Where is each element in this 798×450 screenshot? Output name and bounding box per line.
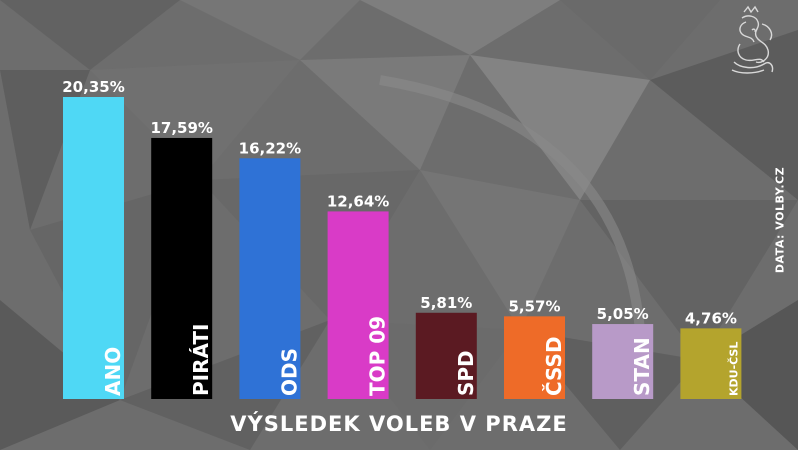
bar-stan <box>592 324 654 399</box>
value-label-ods: 16,22% <box>239 139 301 157</box>
category-label-kdu-csl: KDU-ČSL <box>727 342 740 396</box>
chart-title: VÝSLEDEK VOLEB V PRAZE <box>230 412 568 436</box>
bar-kdu-csl <box>680 328 742 399</box>
category-label-spd: SPD <box>454 350 478 396</box>
category-label-pirati: PIRÁTI <box>189 323 213 396</box>
bar-top-09 <box>327 211 389 399</box>
category-label-stan: STAN <box>630 337 654 396</box>
value-label-top-09: 12,64% <box>327 192 389 210</box>
category-label-cssd: ČSSD <box>542 336 566 396</box>
data-source-text: DATA: VOLBY.CZ <box>773 166 787 274</box>
value-label-stan: 5,05% <box>597 305 649 323</box>
category-label-top-09: TOP 09 <box>366 316 390 396</box>
bar-cssd <box>504 316 565 399</box>
lion-emblem-icon <box>722 4 784 86</box>
value-label-cssd: 5,57% <box>508 297 560 315</box>
bar-pirati <box>151 137 213 399</box>
bar-ods <box>239 158 301 399</box>
value-label-kdu-csl: 4,76% <box>685 309 737 327</box>
category-label-ano: ANO <box>101 347 125 396</box>
value-label-ano: 20,35% <box>62 78 124 96</box>
bar-ano <box>63 97 124 399</box>
value-label-pirati: 17,59% <box>150 119 212 137</box>
bar-spd <box>415 312 477 399</box>
value-label-spd: 5,81% <box>420 294 472 312</box>
category-label-ods: ODS <box>277 348 301 396</box>
